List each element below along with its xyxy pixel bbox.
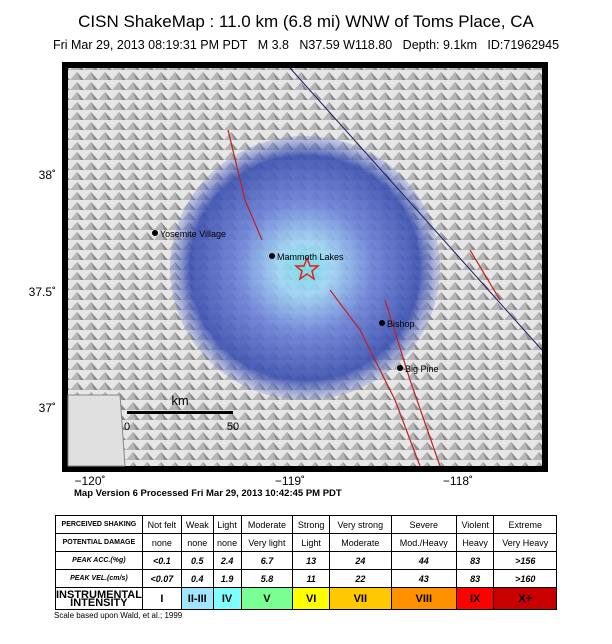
- legend-cell: 83: [455, 551, 495, 570]
- legend-cell: I: [141, 587, 182, 610]
- map: 38˚ 37.5˚ 37˚ −120˚ −119˚ −118˚ Yosemite Villa…: [29, 62, 548, 488]
- legend-cell: 2.4: [212, 551, 242, 570]
- legend-cell: Light: [212, 515, 242, 534]
- legend-row-header: PEAK VEL.(cm/s): [55, 569, 143, 588]
- legend-row-header: INSTRUMENTAL INTENSITY: [55, 587, 143, 610]
- legend-cell: 44: [390, 551, 457, 570]
- boundary: [289, 67, 543, 351]
- lon-label: −119˚: [275, 474, 305, 488]
- legend-cell: II-III: [180, 587, 214, 610]
- legend-cell: >160: [493, 569, 557, 588]
- scale-start: 0: [124, 421, 130, 433]
- legend-cell: X+: [493, 587, 557, 610]
- legend-cell: 0.4: [180, 569, 214, 588]
- map-version: Map Version 6 Processed Fri Mar 29, 2013…: [74, 488, 342, 499]
- legend-cell: Moderate: [328, 533, 392, 552]
- legend-table: PERCEIVED SHAKING Not felt Weak Light Modera…: [55, 515, 557, 610]
- legend-cell: none: [141, 533, 182, 552]
- place-dot: [152, 230, 158, 236]
- legend-cell: 6.7: [240, 551, 294, 570]
- lat-label: 37.5˚: [29, 285, 56, 299]
- lon-label: −120˚: [74, 474, 105, 488]
- subtitle: Fri Mar 29, 2013 08:19:31 PM PDT M 3.8 N…: [52, 38, 560, 52]
- scale-unit: km: [171, 393, 188, 408]
- legend-cell: none: [212, 533, 242, 552]
- scale-bar: [127, 411, 233, 414]
- legend-cell: 83: [455, 569, 495, 588]
- lat-label: 38˚: [39, 168, 56, 182]
- legend-cell: <0.07: [141, 569, 182, 588]
- legend-cell: Weak: [180, 515, 214, 534]
- footnote: Scale based upon Wald, et al.; 1999: [54, 611, 183, 620]
- place-label: Big Pine: [405, 364, 439, 374]
- legend-cell: Violent: [455, 515, 495, 534]
- legend-cell: 1.9: [212, 569, 242, 588]
- legend-cell: Heavy: [455, 533, 495, 552]
- legend-row: PEAK ACC.(%g) <0.1 0.5 2.4 6.7 13 24 44 83 >156: [55, 551, 557, 570]
- legend-row-header: POTENTIAL DAMAGE: [55, 533, 143, 552]
- lowland: [67, 394, 126, 467]
- place-dot: [397, 365, 403, 371]
- legend-cell: Extreme: [493, 515, 557, 534]
- legend-row-header: PERCEIVED SHAKING: [55, 515, 143, 534]
- legend-cell: Very light: [240, 533, 294, 552]
- legend-cell: IX: [455, 587, 495, 610]
- legend-cell: 5.8: [240, 569, 294, 588]
- legend-cell: VI: [292, 587, 330, 610]
- legend-cell: VII: [328, 587, 392, 610]
- place-label: Mammoth Lakes: [277, 252, 344, 262]
- epicenter: [293, 255, 321, 281]
- legend-cell: 24: [328, 551, 392, 570]
- legend-row: PEAK VEL.(cm/s) <0.07 0.4 1.9 5.8 11 22 43 83 >16…: [55, 569, 557, 588]
- legend-row: POTENTIAL DAMAGE none none none Very light Li…: [55, 533, 557, 552]
- intensity-area: [170, 136, 440, 400]
- legend-cell: Mod./Heavy: [390, 533, 457, 552]
- legend-cell: >156: [493, 551, 557, 570]
- legend-cell: Strong: [292, 515, 330, 534]
- lon-label: −118˚: [443, 474, 473, 488]
- legend-row: PERCEIVED SHAKING Not felt Weak Light Modera…: [55, 515, 557, 534]
- legend-cell: 43: [390, 569, 457, 588]
- legend-cell: Very strong: [328, 515, 392, 534]
- legend-cell: Severe: [390, 515, 457, 534]
- legend-cell: IV: [212, 587, 242, 610]
- legend-cell: 13: [292, 551, 330, 570]
- legend-cell: Moderate: [240, 515, 294, 534]
- legend-row-header: PEAK ACC.(%g): [55, 551, 143, 570]
- place-label: Bishop: [387, 319, 415, 329]
- legend-row: INSTRUMENTAL INTENSITY I II-III IV V VI VII VII…: [55, 587, 557, 610]
- place-dot: [269, 253, 275, 259]
- legend-cell: V: [240, 587, 294, 610]
- legend-cell: Light: [292, 533, 330, 552]
- legend-cell: 11: [292, 569, 330, 588]
- faults: [227, 129, 501, 467]
- legend-cell: 22: [328, 569, 392, 588]
- lat-label: 37˚: [39, 401, 56, 415]
- legend-cell: Very Heavy: [493, 533, 557, 552]
- place-label: Yosemite Village: [160, 229, 226, 239]
- title: CISN ShakeMap : 11.0 km (6.8 mi) WNW of …: [78, 12, 534, 31]
- scale-end: 50: [227, 421, 239, 433]
- legend-cell: 0.5: [180, 551, 214, 570]
- place-dot: [379, 320, 385, 326]
- legend-cell: Not felt: [141, 515, 182, 534]
- legend-cell: VIII: [390, 587, 457, 610]
- legend-cell: <0.1: [141, 551, 182, 570]
- legend-cell: none: [180, 533, 214, 552]
